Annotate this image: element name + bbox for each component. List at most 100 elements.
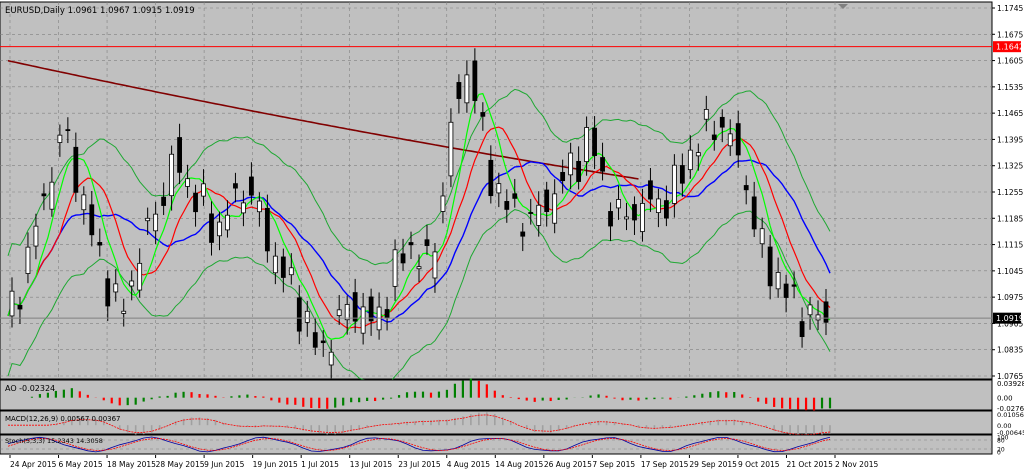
candle-body[interactable] (424, 239, 430, 246)
candle-body[interactable] (49, 181, 55, 210)
candle-body[interactable] (280, 256, 286, 278)
candle-body[interactable] (751, 196, 757, 230)
price-axis[interactable]: 1.1745 1.1675 1.1605 1.1535 1.1465 1.1395 1.13… (992, 4, 1023, 381)
candle-body[interactable] (9, 290, 15, 317)
candle-body[interactable] (464, 74, 470, 104)
candle-body[interactable] (783, 283, 789, 298)
price-pane[interactable]: EURUSD,Daily 1.0961 1.0967 1.0915 1.0919 (0, 1, 993, 386)
candle-body[interactable] (65, 129, 71, 132)
candle-body[interactable] (256, 200, 262, 213)
candle-body[interactable] (264, 207, 270, 252)
candle-body[interactable] (129, 280, 135, 287)
candle-body[interactable] (193, 192, 198, 213)
candle-body[interactable] (632, 204, 637, 221)
candle-body[interactable] (241, 202, 246, 214)
candle-body[interactable] (687, 149, 693, 171)
candle-body[interactable] (480, 112, 486, 117)
candle-body[interactable] (25, 246, 31, 274)
candle-body[interactable] (121, 310, 127, 314)
candle-body[interactable] (560, 171, 566, 182)
candle-body[interactable] (536, 204, 542, 226)
candle-body[interactable] (225, 214, 230, 231)
candlesticks[interactable] (9, 48, 829, 379)
candle-body[interactable] (249, 176, 254, 196)
candle-body[interactable] (312, 332, 318, 348)
candle-body[interactable] (640, 203, 645, 232)
candle-body[interactable] (703, 109, 709, 120)
candle-body[interactable] (592, 127, 597, 157)
candle-body[interactable] (368, 296, 374, 322)
candle-body[interactable] (440, 195, 446, 212)
candle-body[interactable] (616, 199, 621, 209)
candle-body[interactable] (177, 137, 182, 173)
candle-body[interactable] (81, 194, 87, 211)
candle-body[interactable] (304, 310, 310, 323)
candle-body[interactable] (57, 134, 63, 143)
candle-body[interactable] (576, 160, 582, 182)
candle-body[interactable] (663, 200, 669, 219)
candle-body[interactable] (328, 351, 334, 366)
candle-body[interactable] (552, 193, 558, 224)
candle-body[interactable] (201, 183, 206, 197)
candle-body[interactable] (448, 121, 454, 177)
candle-body[interactable] (416, 266, 422, 270)
time-axis[interactable]: 24 Apr 2015 6 May 2015 18 May 2015 28 May 2… (9, 455, 878, 469)
candle-body[interactable] (624, 216, 629, 220)
candle-body[interactable] (695, 152, 701, 157)
candle-body[interactable] (656, 198, 661, 213)
candle-body[interactable] (161, 196, 167, 206)
candle-body[interactable] (671, 164, 677, 204)
candle-body[interactable] (344, 304, 350, 321)
candle-body[interactable] (544, 189, 550, 212)
candle-body[interactable] (584, 127, 589, 162)
candle-body[interactable] (296, 297, 302, 332)
chart-shift-marker-icon[interactable] (838, 4, 848, 9)
candle-body[interactable] (137, 262, 143, 291)
candle-body[interactable] (496, 183, 502, 194)
candle-body[interactable] (209, 213, 214, 243)
candle-body[interactable] (711, 134, 717, 140)
candle-body[interactable] (33, 225, 39, 247)
candle-body[interactable] (89, 204, 95, 236)
candle-body[interactable] (392, 249, 398, 287)
candle-body[interactable] (735, 123, 741, 156)
candle-body[interactable] (360, 306, 366, 334)
candle-body[interactable] (823, 301, 829, 323)
candle-body[interactable] (352, 292, 358, 322)
candle-body[interactable] (456, 82, 462, 99)
candle-body[interactable] (17, 305, 23, 310)
candle-body[interactable] (807, 304, 813, 316)
candle-body[interactable] (153, 213, 159, 232)
candle-body[interactable] (169, 153, 175, 197)
candle-body[interactable] (400, 253, 406, 264)
candle-body[interactable] (648, 180, 653, 200)
candle-body[interactable] (336, 309, 342, 316)
candle-body[interactable] (791, 284, 797, 287)
ao-pane[interactable]: AO -0.02324 (0, 378, 993, 411)
candle-body[interactable] (743, 185, 749, 191)
candle-body[interactable] (97, 242, 103, 246)
candle-body[interactable] (408, 242, 414, 246)
candle-body[interactable] (145, 217, 151, 222)
candle-body[interactable] (608, 211, 613, 227)
candle-body[interactable] (775, 272, 781, 290)
candle-body[interactable] (759, 228, 765, 245)
candle-body[interactable] (799, 321, 805, 338)
candle-body[interactable] (320, 340, 326, 344)
macd-pane[interactable]: MACD(12,26,9) 0.00567 0.00367 (0, 410, 993, 437)
candle-body[interactable] (520, 231, 526, 237)
candle-body[interactable] (815, 314, 821, 321)
candle-body[interactable] (41, 193, 47, 197)
candle-body[interactable] (679, 165, 685, 184)
candle-body[interactable] (600, 157, 605, 172)
candle-body[interactable] (719, 116, 725, 128)
candle-body[interactable] (727, 133, 733, 147)
candle-body[interactable] (113, 283, 119, 293)
candle-body[interactable] (488, 159, 494, 197)
candle-body[interactable] (528, 212, 534, 214)
candle-body[interactable] (217, 221, 222, 237)
candle-body[interactable] (472, 60, 478, 101)
candle-body[interactable] (288, 267, 294, 276)
